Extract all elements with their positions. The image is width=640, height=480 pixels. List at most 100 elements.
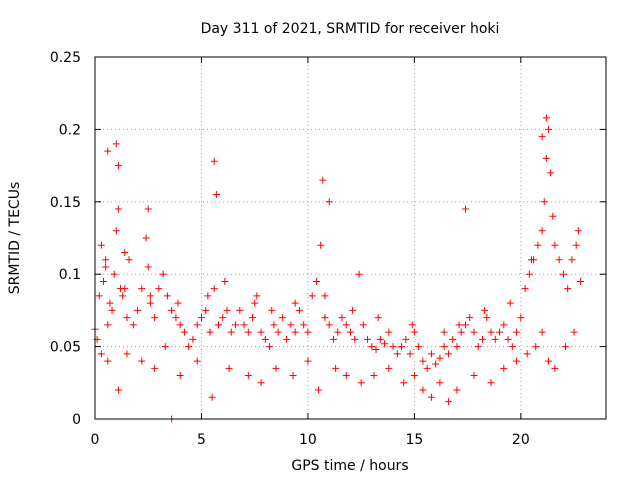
data-point [332,364,340,372]
data-point [538,328,546,336]
data-point [410,328,418,336]
data-point [210,285,218,293]
data-point [549,212,557,220]
x-tick-label: 15 [405,432,423,448]
data-point [289,372,297,380]
data-point [551,241,559,249]
data-point [521,285,529,293]
data-point [517,314,525,322]
data-point [540,198,548,206]
data-point [321,292,329,300]
data-point [374,314,382,322]
data-point [513,357,521,365]
data-point [185,343,193,351]
data-point [257,379,265,387]
data-point [102,256,110,264]
data-point [161,343,169,351]
data-point [457,328,465,336]
data-point [534,241,542,249]
data-point [114,205,122,213]
data-point [449,335,457,343]
data-point [304,328,312,336]
data-point [500,321,508,329]
data-point [123,314,131,322]
data-point [142,234,150,242]
data-point [174,299,182,307]
data-point [304,357,312,365]
data-point [338,314,346,322]
data-point [321,314,329,322]
data-point [236,306,244,314]
data-point [95,292,103,300]
data-point [193,357,201,365]
data-point [427,393,435,401]
data-point [364,335,372,343]
data-point [381,340,389,348]
data-point [219,314,227,322]
data-point [97,241,105,249]
data-point [538,227,546,235]
data-point [189,335,197,343]
data-point [570,328,578,336]
data-point [325,321,333,329]
data-point [125,256,133,264]
data-point [398,343,406,351]
data-point [436,379,444,387]
data-point [121,285,129,293]
data-point [197,314,205,322]
data-point [487,379,495,387]
data-point [121,248,129,256]
data-point [359,321,367,329]
data-point [202,306,210,314]
data-point [444,350,452,358]
data-point [308,292,316,300]
data-point [410,372,418,380]
data-point [491,335,499,343]
data-point [542,114,550,122]
data-point [370,372,378,380]
data-point [415,343,423,351]
data-point [419,386,427,394]
data-point [372,345,380,353]
data-point [206,328,214,336]
data-point [144,263,152,271]
data-point [545,125,553,133]
data-point [564,285,572,293]
data-point [574,227,582,235]
gridlines [95,57,606,419]
data-point [232,321,240,329]
data-point [385,364,393,372]
data-point [319,176,327,184]
data-point [559,270,567,278]
data-point [214,321,222,329]
x-axis-label: GPS time / hours [291,458,408,474]
data-point [244,372,252,380]
data-point [119,292,127,300]
chart-title: Day 311 of 2021, SRMTID for receiver hok… [201,21,500,37]
data-point [532,343,540,351]
data-point [453,343,461,351]
data-point [212,191,220,199]
data-point [204,292,212,300]
data-point [342,321,350,329]
data-point [146,292,154,300]
data-point [97,350,105,358]
data-point [253,292,261,300]
data-point [112,227,120,235]
data-point [270,321,278,329]
y-axis-label: SRMTID / TECUs [7,182,23,295]
data-point [349,306,357,314]
data-point [114,386,122,394]
data-points [91,114,584,423]
data-point [483,314,491,322]
data-point [315,386,323,394]
data-point [440,328,448,336]
data-point [257,328,265,336]
data-point [402,335,410,343]
y-tick-label: 0.25 [50,50,81,66]
data-point [545,357,553,365]
data-point [102,263,110,271]
data-point [193,321,201,329]
data-point [368,343,376,351]
data-point [357,379,365,387]
